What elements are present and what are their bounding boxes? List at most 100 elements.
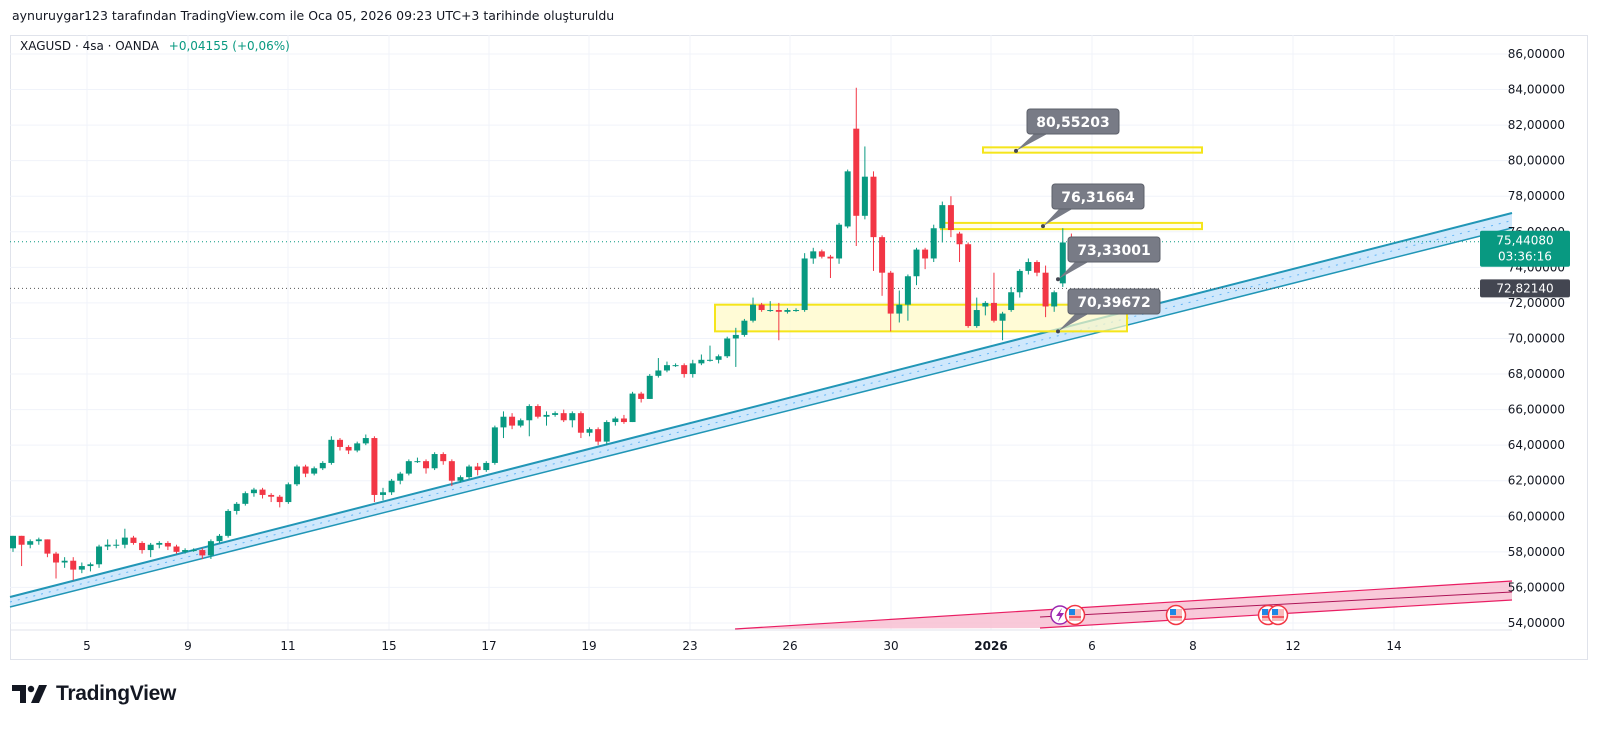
x-tick-label: 26 [782,639,797,653]
candle [139,541,146,554]
candle-countdown: 03:36:16 [1498,250,1552,264]
candle [612,416,619,426]
price-axis: 86,00000 84,00000 82,00000 80,00000 78,00000… [1480,47,1570,630]
candle-body [586,429,593,433]
candle-body [474,466,481,471]
candle-body [130,537,137,543]
candle-body [53,553,60,563]
economic-events [1050,604,1289,626]
candle [164,541,171,551]
candle-body [577,413,584,433]
candle [354,441,361,453]
us-flag-event-icon[interactable] [1267,604,1289,626]
candle [543,411,550,426]
candle [448,459,455,487]
candle [758,302,765,312]
us-flag-event-icon[interactable] [1165,604,1187,626]
candle-body [1008,292,1015,311]
symbol-title: XAGUSD · 4sa · OANDA [20,39,159,53]
candle [818,249,825,259]
candle [990,272,997,323]
candle-body [113,544,120,546]
candle [311,466,318,476]
candle [285,482,292,504]
candle-body [947,205,954,231]
x-tick-label: 12 [1285,639,1300,653]
marker-price-tag[interactable] [1480,279,1570,298]
chart-frame[interactable] [10,35,1588,660]
x-tick-label: 11 [280,639,295,653]
candle-body [681,365,688,375]
callout-pointer [1058,313,1090,332]
candle-body [397,473,404,481]
candle [380,487,387,501]
candle [362,434,369,446]
candle [904,274,911,321]
candle [930,224,937,263]
candle-body [767,310,774,312]
candle [569,411,576,428]
candle [96,544,103,568]
candle [10,535,16,552]
tradingview-logo[interactable]: TradingView [12,682,176,706]
candle [999,311,1006,341]
candle [956,231,963,263]
candle-body [500,416,507,428]
last-price-tag[interactable] [1480,230,1570,267]
candle [1051,290,1058,312]
candle [414,457,421,463]
candle [896,290,903,323]
candle [147,542,154,558]
price-callout: 80,55203 [1014,108,1120,153]
candle [586,427,593,437]
y-tick-label: 70,00000 [1508,331,1565,345]
candle-body [1051,292,1058,307]
y-tick-label: 72,00000 [1508,296,1565,310]
candles [10,87,1083,581]
lightning-event-icon[interactable] [1050,605,1070,625]
y-tick-label: 80,00000 [1508,154,1565,168]
callout-anchor [1056,277,1060,282]
y-tick-label: 84,00000 [1508,83,1565,97]
trend-line-upper [9,212,1513,598]
candle [922,247,929,270]
candle-body [904,276,911,305]
candle-body [887,272,894,314]
us-flag-event-icon[interactable] [1064,604,1086,626]
candle [328,436,335,465]
candle-body [405,461,412,474]
candle [474,462,481,476]
candle-body [870,176,877,238]
candle [784,308,791,314]
candle [732,327,739,367]
candle [268,493,275,503]
candle [767,301,774,312]
price-callouts: 80,55203 76,31664 73,33001 70,39672 [1014,108,1161,334]
candle-body [793,310,800,312]
candle-body [319,462,326,469]
candle [371,436,378,503]
candle-body [182,550,189,552]
x-tick-label: 17 [481,639,496,653]
candle [302,464,309,478]
callout-box [1067,236,1161,263]
x-tick-label: 15 [381,639,396,653]
symbol-legend[interactable]: XAGUSD · 4sa · OANDA +0,04155 (+0,06%) [20,39,290,53]
candle-body [147,544,154,551]
candle-body [336,439,343,447]
candle [216,534,223,543]
candle-body [612,418,619,423]
candle-body [956,233,963,245]
candle-body [784,310,791,312]
candle-body [534,406,541,417]
candle-body [715,356,722,360]
x-tick-label: 5 [83,639,91,653]
x-tick-label: 6 [1088,639,1096,653]
candle [233,502,240,515]
candle [861,146,868,220]
candle [397,471,404,485]
candle [638,391,645,403]
candle-body [362,438,369,444]
candle-body [620,418,627,423]
